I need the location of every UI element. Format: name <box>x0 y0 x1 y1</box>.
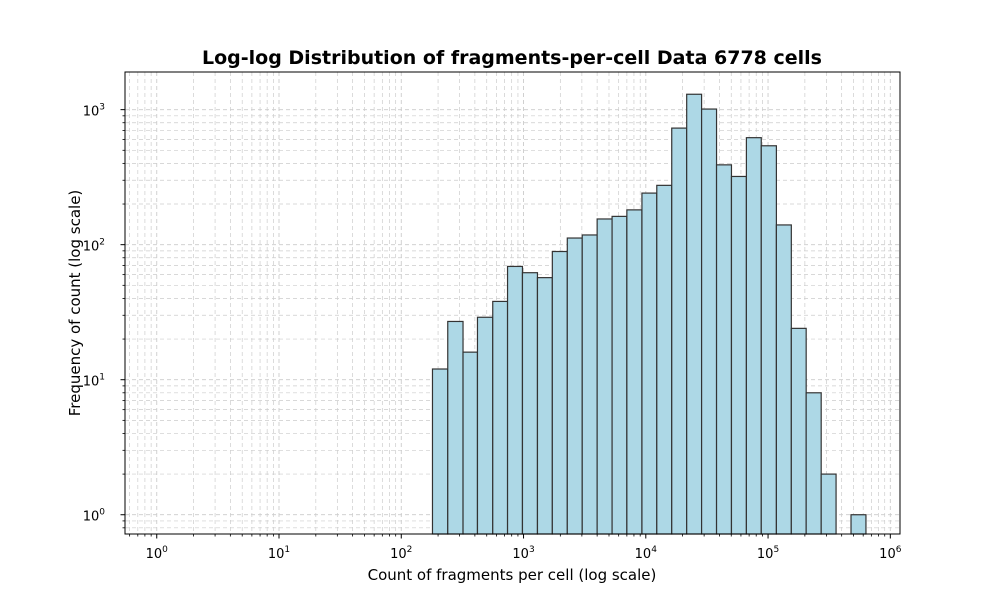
histogram-bar <box>715 164 733 535</box>
histogram-bar <box>700 108 718 535</box>
plot-frame <box>124 71 901 535</box>
histogram-bar <box>626 209 643 535</box>
tick-label: 104 <box>635 545 658 562</box>
histogram-bar <box>745 137 762 535</box>
histogram-bar <box>551 250 568 535</box>
histogram-bar <box>760 145 777 535</box>
histogram-bar <box>581 234 598 535</box>
x-axis-label: Count of fragments per cell (log scale) <box>368 566 657 584</box>
tick-label: 100 <box>146 545 169 562</box>
histogram-bar <box>656 184 673 535</box>
histogram-bar <box>611 215 628 535</box>
histogram-bar <box>476 316 494 535</box>
tick-label: 101 <box>83 373 105 390</box>
axis-ticks: 100 101 102 103 104 105 106 100 101 102 103 <box>83 103 902 562</box>
histogram-bars <box>431 93 867 535</box>
histogram-bar <box>566 237 583 535</box>
histogram-bar <box>462 351 479 535</box>
histogram-bar <box>775 224 792 535</box>
histogram-bar <box>641 192 658 535</box>
tick-label: 106 <box>879 545 902 562</box>
histogram-bar <box>506 265 524 535</box>
tick-label: 102 <box>83 238 105 255</box>
histogram-bar <box>671 127 688 535</box>
histogram-bar <box>521 272 539 535</box>
histogram-bar <box>447 320 464 535</box>
tick-label: 105 <box>757 545 779 562</box>
histogram-bar <box>805 392 822 535</box>
tick-label: 102 <box>390 545 412 562</box>
histogram-bar <box>730 175 747 535</box>
histogram-bar <box>492 300 509 535</box>
tick-label: 103 <box>83 103 105 120</box>
histogram-bar <box>850 514 867 535</box>
histogram-bar <box>790 327 807 535</box>
histogram-bar <box>536 277 553 535</box>
tick-label: 103 <box>512 545 534 562</box>
tick-label: 100 <box>83 508 106 525</box>
histogram-bar <box>596 218 613 535</box>
histogram-bar <box>686 93 703 535</box>
tick-label: 101 <box>268 545 290 562</box>
histogram-bar <box>431 368 449 535</box>
y-axis-label: Frequency of count (log scale) <box>66 190 84 417</box>
histogram-bar <box>820 473 837 535</box>
chart-title: Log-log Distribution of fragments-per-ce… <box>202 47 822 69</box>
